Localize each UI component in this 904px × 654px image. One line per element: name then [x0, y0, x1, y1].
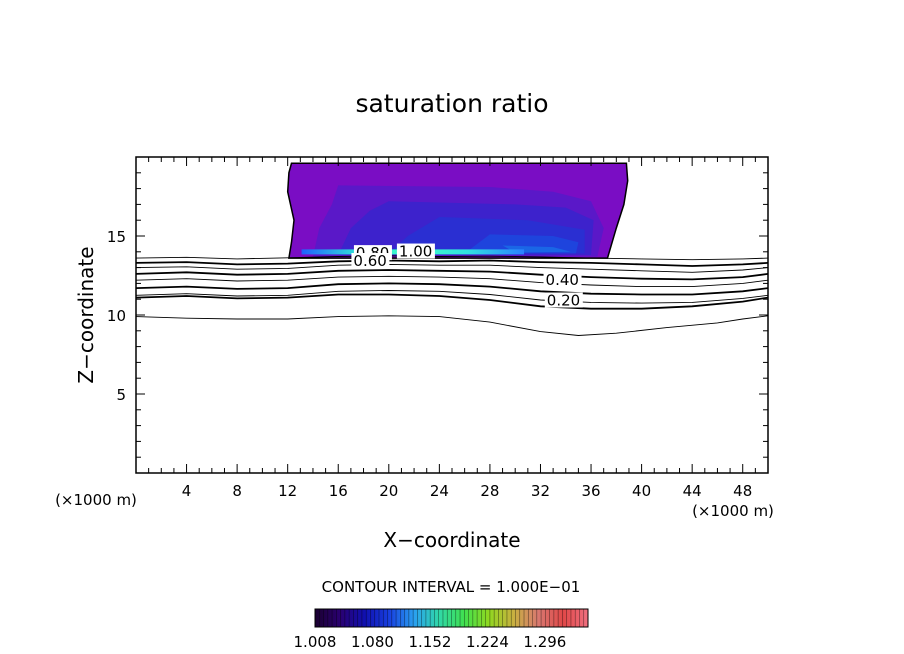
contour-label: 1.00	[399, 243, 432, 261]
contour-label-bg	[351, 253, 390, 269]
contour-label-bg	[396, 243, 435, 259]
x-tick-label: 20	[379, 482, 398, 500]
chart-title: saturation ratio	[355, 89, 548, 118]
contour-line-0_5	[136, 275, 768, 288]
contour-line-0_6	[136, 269, 768, 281]
plot-area: 1.000.800.600.400.20 4812162024283236404…	[107, 156, 769, 500]
axis-ticks	[136, 157, 768, 473]
contour-label: 0.20	[547, 292, 580, 310]
x-tick-label: 16	[329, 482, 348, 500]
contour-label-bg	[544, 292, 583, 308]
x-tick-label: 48	[733, 482, 752, 500]
colorbar: 1.008 1.080 1.152 1.224 1.296	[294, 608, 589, 651]
contour-label-bg	[543, 271, 582, 287]
cloud-region	[286, 162, 629, 259]
x-tick-labels: 4 8 12 16 20 24 28 32 36 40 44 48	[182, 482, 752, 500]
y-tick-label: 5	[116, 386, 126, 404]
x-tick-label: 32	[531, 482, 550, 500]
colorbar-tick-label: 1.224	[466, 633, 509, 651]
contour-line-0_3	[136, 290, 768, 304]
contour-interval-text: CONTOUR INTERVAL = 1.000E−01	[322, 578, 581, 596]
x-tick-label: 4	[182, 482, 192, 500]
x-tick-label: 44	[683, 482, 702, 500]
colorbar-labels: 1.008 1.080 1.152 1.224 1.296	[294, 633, 567, 651]
contour-line-0_4	[136, 282, 768, 296]
y-tick-label: 10	[107, 307, 126, 325]
x-tick-label: 36	[581, 482, 600, 500]
x-tick-label: 40	[632, 482, 651, 500]
colorbar-tick-label: 1.080	[351, 633, 394, 651]
x-unit-label-left: (×1000 m)	[55, 491, 137, 509]
colorbar-tick-label: 1.008	[294, 633, 337, 651]
contour-label: 0.60	[353, 252, 386, 270]
x-tick-label: 8	[232, 482, 242, 500]
colorbar-tick-label: 1.296	[523, 633, 566, 651]
y-unit-label-right: (×1000 m)	[692, 502, 774, 520]
x-tick-label: 12	[278, 482, 297, 500]
x-axis-label: X−coordinate	[383, 528, 520, 552]
x-tick-label: 28	[480, 482, 499, 500]
contour-line-0_7	[136, 263, 768, 273]
contour-label: 0.40	[546, 271, 579, 289]
colorbar-tick-label: 1.152	[408, 633, 451, 651]
contour-lines	[136, 255, 768, 336]
contour-line-0_9	[136, 255, 768, 261]
y-axis-label: Z−coordinate	[74, 246, 98, 383]
contour-line-0_1	[136, 315, 768, 336]
y-tick-labels: 5 10 15	[107, 228, 126, 404]
x-tick-label: 24	[430, 482, 449, 500]
y-tick-label: 15	[107, 228, 126, 246]
cloud-outline	[286, 162, 629, 259]
contour-line-0_8	[136, 259, 768, 267]
contour-labels: 1.000.800.600.400.20	[351, 243, 583, 310]
colorbar-stripes	[318, 609, 585, 627]
contour-line-0_2	[136, 293, 768, 310]
